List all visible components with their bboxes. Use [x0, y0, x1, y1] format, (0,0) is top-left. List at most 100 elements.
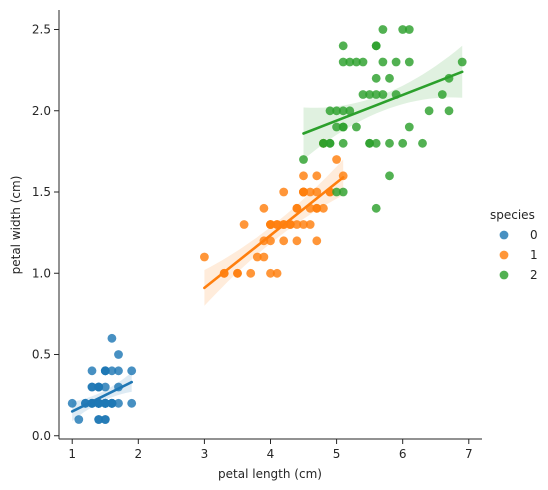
legend-title: species: [490, 208, 535, 222]
regression-line-2: [302, 70, 464, 135]
legend-marker-0: [499, 230, 509, 240]
data-point-series-2: [378, 90, 388, 99]
x-tick-label: 3: [201, 447, 209, 461]
data-point-series-2: [404, 25, 414, 34]
data-point-series-1: [305, 187, 315, 197]
data-point-series-2: [325, 138, 335, 148]
data-point-series-2: [371, 203, 381, 213]
legend-label-1: 1: [530, 248, 538, 262]
y-axis-label: petal width (cm): [9, 176, 23, 275]
data-point-series-2: [338, 57, 348, 67]
data-point-series-1: [266, 268, 275, 278]
data-point-series-1: [200, 252, 209, 262]
data-point-series-0: [100, 382, 110, 392]
data-point-series-2: [404, 57, 414, 67]
data-point-series-1: [299, 171, 308, 181]
data-point-series-1: [252, 252, 262, 262]
data-point-series-1: [292, 203, 302, 213]
data-point-series-2: [391, 57, 401, 67]
y-tick-label: 1.0: [32, 266, 51, 280]
data-point-series-2: [332, 122, 341, 132]
data-point-series-2: [385, 171, 394, 181]
data-point-series-1: [259, 252, 269, 262]
data-point-series-0: [94, 415, 104, 424]
data-point-series-0: [107, 333, 117, 343]
x-tick-label: 1: [68, 447, 76, 461]
data-point-series-2: [358, 57, 368, 67]
data-point-series-2: [299, 155, 308, 164]
x-tick-label: 6: [399, 447, 407, 461]
data-point-series-0: [100, 398, 110, 408]
data-point-series-0: [114, 398, 123, 408]
regression-lines: [70, 70, 464, 413]
data-point-series-2: [365, 138, 374, 148]
data-point-series-0: [107, 398, 117, 408]
legend-label-2: 2: [530, 268, 538, 282]
data-point-series-1: [233, 268, 242, 278]
data-point-series-0: [100, 366, 110, 376]
data-point-series-0: [87, 382, 97, 392]
data-point-series-1: [312, 236, 322, 246]
data-point-series-1: [292, 220, 302, 229]
data-point-series-2: [457, 57, 467, 67]
data-point-series-1: [305, 220, 315, 229]
data-point-series-0: [114, 366, 123, 376]
regression-line-0: [70, 380, 133, 413]
legend-marker-1: [499, 250, 509, 260]
x-tick-label: 4: [267, 447, 275, 461]
data-point-series-2: [332, 106, 341, 116]
data-point-series-0: [127, 366, 137, 376]
data-point-series-0: [74, 415, 84, 424]
data-point-series-1: [332, 155, 341, 164]
data-point-series-2: [398, 25, 408, 34]
data-point-series-1: [299, 220, 308, 229]
data-point-series-2: [444, 106, 454, 116]
data-point-series-2: [332, 187, 341, 197]
data-point-series-1: [266, 220, 275, 229]
y-tick-label: 2.0: [32, 104, 51, 118]
data-point-series-1: [246, 268, 256, 278]
axes: 1 2 3 4 5 6 7 0.0 0.5 1.0 1.5 2.0 2.5: [32, 10, 482, 461]
data-point-series-1: [239, 220, 249, 229]
data-point-series-2: [378, 57, 388, 67]
data-point-series-2: [338, 138, 348, 148]
data-point-series-2: [358, 90, 368, 99]
data-point-series-2: [437, 90, 447, 99]
data-point-series-2: [345, 106, 355, 116]
data-point-series-2: [424, 106, 434, 116]
data-point-series-2: [319, 138, 328, 148]
data-point-series-0: [94, 398, 104, 408]
regression-line-1: [203, 176, 345, 290]
legend: species 0 1 2: [490, 208, 538, 282]
x-axis-label: petal length (cm): [218, 467, 322, 481]
data-point-series-0: [87, 366, 97, 376]
data-point-series-2: [338, 187, 348, 197]
data-point-series-1: [312, 171, 322, 181]
data-point-series-0: [94, 382, 104, 392]
data-point-series-2: [385, 73, 394, 83]
data-point-series-2: [325, 106, 335, 116]
confidence-bands: [72, 45, 463, 422]
y-tick-label: 0.5: [32, 348, 51, 362]
data-point-series-2: [378, 25, 388, 34]
data-point-series-2: [371, 90, 381, 99]
data-point-series-1: [279, 187, 289, 197]
data-point-series-2: [371, 138, 381, 148]
data-point-series-2: [418, 138, 427, 148]
data-point-series-2: [345, 57, 355, 67]
data-point-series-0: [107, 366, 117, 376]
data-point-series-1: [272, 268, 282, 278]
data-point-series-2: [338, 106, 348, 116]
data-point-series-2: [352, 57, 361, 67]
x-tick-label: 5: [333, 447, 341, 461]
data-point-series-0: [114, 350, 123, 359]
y-ticks: 0.0 0.5 1.0 1.5 2.0 2.5: [32, 23, 59, 443]
data-point-series-0: [67, 398, 77, 408]
data-point-series-0: [100, 415, 110, 424]
data-point-series-2: [398, 138, 408, 148]
data-point-series-1: [259, 203, 269, 213]
y-tick-label: 0.0: [32, 429, 51, 443]
data-point-series-2: [365, 90, 374, 99]
x-ticks: 1 2 3 4 5 6 7: [68, 439, 473, 461]
